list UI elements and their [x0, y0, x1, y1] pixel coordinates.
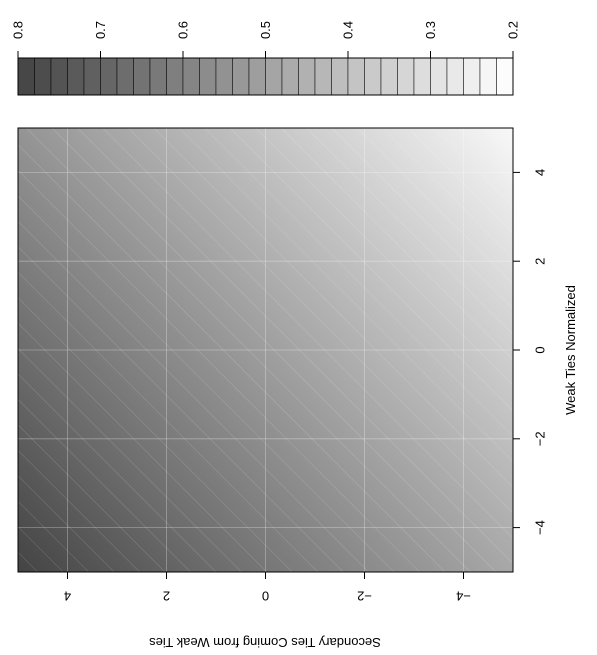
colorbar: 0.8 0.7 0.6 0.5 0.4 0.3 0.2 — [11, 21, 521, 96]
colorbar-cell — [265, 57, 283, 96]
colorbar-cell — [50, 57, 68, 96]
colorbar-tick-label: 0.7 — [93, 21, 108, 39]
x-axis: −4 −2 0 2 4 — [512, 169, 548, 535]
colorbar-cell — [446, 57, 464, 96]
surface-hatching — [18, 128, 513, 572]
y-tick-label: 2 — [163, 589, 170, 604]
x-tick-label: 2 — [533, 258, 548, 265]
grid — [18, 128, 513, 572]
x-tick-label: 0 — [533, 346, 548, 353]
colorbar-cell — [298, 57, 316, 96]
colorbar-tick-label: 0.5 — [258, 21, 273, 39]
colorbar-cell — [100, 57, 118, 96]
colorbar-cell — [248, 57, 266, 96]
y-axis-title: Secondary Ties Coming from Weak Ties — [149, 635, 381, 650]
colorbar-cell — [380, 57, 398, 96]
colorbar-cell — [479, 57, 497, 96]
colorbar-cell — [232, 57, 250, 96]
y-tick-label: −4 — [456, 589, 471, 604]
colorbar-cell — [397, 57, 415, 96]
colorbar-cell — [17, 57, 35, 96]
colorbar-cell — [463, 57, 481, 96]
colorbar-cell — [182, 57, 200, 96]
colorbar-cell — [199, 57, 217, 96]
colorbar-cell — [496, 57, 514, 96]
y-tick-label: 4 — [64, 589, 71, 604]
x-tick-label: −4 — [533, 520, 548, 535]
colorbar-cell — [116, 57, 134, 96]
colorbar-cell — [133, 57, 151, 96]
colorbar-cell — [281, 57, 299, 96]
colorbar-cell — [347, 57, 365, 96]
colorbar-cells — [17, 57, 514, 96]
colorbar-cell — [430, 57, 448, 96]
y-axis: −4 −2 0 2 4 — [64, 571, 471, 604]
x-tick-label: −2 — [533, 431, 548, 446]
colorbar-cell — [83, 57, 101, 96]
x-axis-title: Weak Ties Normalized — [563, 285, 578, 415]
colorbar-tick-label: 0.2 — [506, 21, 521, 39]
colorbar-cell — [34, 57, 52, 96]
colorbar-tick-label: 0.8 — [11, 21, 26, 39]
y-tick-label: 0 — [262, 589, 269, 604]
plot-area: −4 −2 0 2 4 −4 −2 0 2 4 — [17, 127, 548, 604]
colorbar-cell — [364, 57, 382, 96]
colorbar-cell — [413, 57, 431, 96]
colorbar-tick-label: 0.6 — [176, 21, 191, 39]
y-tick-label: −2 — [357, 589, 372, 604]
x-tick-label: 4 — [533, 169, 548, 176]
colorbar-tick-label: 0.3 — [423, 21, 438, 39]
colorbar-cell — [215, 57, 233, 96]
colorbar-cell — [67, 57, 85, 96]
colorbar-cell — [314, 57, 332, 96]
colorbar-cell — [166, 57, 184, 96]
colorbar-tick-label: 0.4 — [341, 21, 356, 39]
colorbar-cell — [149, 57, 167, 96]
colorbar-cell — [331, 57, 349, 96]
colorbar-ticks: 0.8 0.7 0.6 0.5 0.4 0.3 0.2 — [11, 21, 521, 58]
